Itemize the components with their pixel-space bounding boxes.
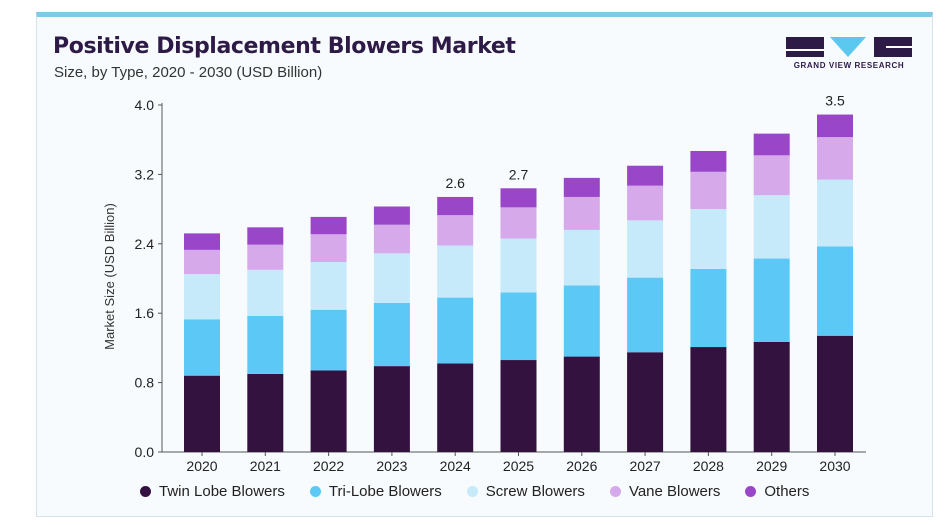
bar-segment-twin-lobe-blowers	[373, 366, 410, 452]
bar-segment-screw-blowers	[437, 245, 474, 298]
data-label: 2.6	[445, 175, 465, 191]
chart-legend: Twin Lobe Blowers Tri-Lobe Blowers Screw B…	[140, 483, 809, 500]
bar-segment-tri-lobe-blowers	[753, 258, 790, 342]
bar-segment-tri-lobe-blowers	[500, 292, 537, 361]
bar-segment-tri-lobe-blowers	[437, 297, 474, 364]
legend-item: Others	[745, 483, 809, 500]
y-tick-label: 4.0	[135, 97, 155, 113]
bar-segment-screw-blowers	[247, 269, 284, 316]
x-tick-label: 2029	[756, 458, 787, 474]
y-tick-label: 0.8	[135, 375, 155, 391]
legend-swatch	[309, 486, 321, 497]
x-tick-label: 2026	[566, 458, 597, 474]
bar-segment-tri-lobe-blowers	[563, 285, 600, 357]
bar-segment-twin-lobe-blowers	[690, 347, 727, 452]
legend-swatch	[140, 486, 151, 497]
bar-segment-vane-blowers	[184, 249, 220, 275]
bar-segment-screw-blowers	[753, 195, 790, 259]
legend-label: Others	[764, 483, 810, 500]
bar-segment-tri-lobe-blowers	[690, 268, 727, 348]
bar-segment-vane-blowers	[373, 224, 410, 254]
legend-label: Tri-Lobe Blowers	[328, 483, 442, 500]
legend-swatch	[466, 486, 478, 497]
bar-segment-others	[563, 177, 600, 197]
bar-segment-screw-blowers	[500, 238, 537, 293]
legend-swatch	[609, 486, 621, 497]
logo-mark-icon	[786, 37, 912, 57]
x-tick-label: 2023	[376, 458, 407, 474]
x-tick-label: 2028	[693, 458, 724, 474]
bar-segment-tri-lobe-blowers	[373, 302, 410, 367]
bar-segment-others	[310, 216, 347, 235]
bar-segment-others	[437, 196, 474, 216]
bar-segment-twin-lobe-blowers	[184, 375, 220, 452]
x-tick-label: 2021	[250, 458, 281, 474]
bar-segment-screw-blowers	[310, 262, 347, 310]
x-tick-label: 2025	[503, 458, 534, 474]
legend-label: Screw Blowers	[485, 483, 585, 500]
bar-segment-tri-lobe-blowers	[247, 315, 284, 374]
legend-swatch	[745, 486, 757, 497]
x-tick-label: 2024	[440, 458, 471, 474]
bar-segment-vane-blowers	[563, 196, 600, 230]
bar-segment-screw-blowers	[563, 229, 600, 286]
bar-segment-screw-blowers	[817, 179, 853, 247]
bar-segment-others	[627, 165, 664, 186]
logo-text: GRAND VIEW RESEARCH	[793, 61, 905, 70]
y-tick-label: 3.2	[135, 166, 155, 182]
legend-item: Twin Lobe Blowers	[140, 483, 285, 500]
x-tick-label: 2020	[186, 458, 217, 474]
y-axis-title: Market Size (USD Billion)	[102, 203, 117, 350]
bar-segment-screw-blowers	[627, 220, 664, 278]
y-tick-label: 0.0	[135, 444, 155, 460]
bar-segment-vane-blowers	[247, 244, 284, 270]
bar-segment-others	[247, 227, 284, 245]
bar-segment-vane-blowers	[753, 155, 790, 196]
legend-item: Screw Blowers	[466, 483, 585, 500]
x-tick-label: 2027	[630, 458, 661, 474]
bar-segment-vane-blowers	[627, 185, 664, 221]
bar-segment-twin-lobe-blowers	[437, 363, 474, 452]
legend-item: Tri-Lobe Blowers	[309, 483, 442, 500]
bar-segment-screw-blowers	[184, 274, 220, 320]
legend-item: Vane Blowers	[609, 483, 721, 500]
bar-segment-others	[690, 150, 727, 172]
bar-segment-vane-blowers	[437, 215, 474, 246]
bar-segment-tri-lobe-blowers	[627, 277, 664, 353]
chart-subtitle: Size, by Type, 2020 - 2030 (USD Billion)	[54, 64, 323, 81]
grand-view-research-logo: GRAND VIEW RESEARCH	[786, 37, 912, 71]
bar-segment-tri-lobe-blowers	[184, 319, 220, 376]
x-tick-label: 2030	[819, 458, 850, 474]
bar-segment-tri-lobe-blowers	[817, 246, 853, 336]
legend-label: Twin Lobe Blowers	[159, 483, 285, 500]
bar-segment-others	[753, 133, 790, 156]
legend-label: Vane Blowers	[628, 483, 721, 500]
bar-segment-twin-lobe-blowers	[310, 370, 347, 452]
bar-segment-vane-blowers	[310, 234, 347, 263]
bar-segment-vane-blowers	[500, 207, 537, 239]
bar-segment-twin-lobe-blowers	[563, 356, 600, 452]
bar-segment-screw-blowers	[373, 253, 410, 303]
bar-segment-twin-lobe-blowers	[627, 352, 664, 452]
data-label: 3.5	[825, 93, 845, 109]
bar-segment-twin-lobe-blowers	[753, 341, 790, 452]
bar-segment-others	[500, 188, 537, 208]
chart-title: Positive Displacement Blowers Market	[53, 34, 516, 59]
bar-segment-twin-lobe-blowers	[817, 335, 853, 452]
bar-segment-others	[817, 114, 853, 138]
data-label: 2.7	[509, 166, 529, 182]
bar-segment-screw-blowers	[690, 209, 727, 269]
bar-segment-tri-lobe-blowers	[310, 309, 347, 371]
bar-segment-others	[373, 206, 410, 225]
bar-segment-twin-lobe-blowers	[247, 373, 284, 452]
bar-segment-others	[184, 233, 220, 250]
y-tick-label: 2.4	[135, 236, 155, 252]
bar-segment-vane-blowers	[690, 171, 727, 210]
bar-segment-twin-lobe-blowers	[500, 360, 537, 452]
y-tick-label: 1.6	[135, 305, 155, 321]
bar-segment-vane-blowers	[817, 137, 853, 180]
x-tick-label: 2022	[313, 458, 344, 474]
